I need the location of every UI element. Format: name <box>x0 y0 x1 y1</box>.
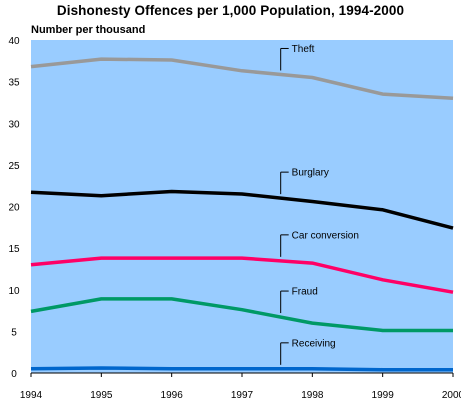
x-tick-label: 2000 <box>442 390 461 401</box>
series-line-theft <box>30 57 454 101</box>
series-line-car-conversion <box>30 256 454 294</box>
series-label-burglary: Burglary <box>292 168 329 179</box>
y-tick-label: 25 <box>8 161 20 172</box>
y-tick-label: 0 <box>11 369 17 380</box>
y-tick-label: 30 <box>8 119 20 130</box>
series-lines <box>30 57 454 372</box>
y-tick-label: 40 <box>8 36 20 47</box>
series-line-fraud <box>30 297 453 333</box>
y-tick-label: 20 <box>8 203 20 214</box>
plot-area <box>31 40 453 373</box>
chart-title: Dishonesty Offences per 1,000 Population… <box>56 3 405 18</box>
x-tick-label: 1994 <box>20 390 43 401</box>
series-labels: Theft Burglary Car conversion Fraud Receivin… <box>280 44 359 365</box>
x-tick-label: 1995 <box>90 390 113 401</box>
y-tick-label: 35 <box>8 78 20 89</box>
series-label-theft: Theft <box>292 44 315 55</box>
y-tick-label: 15 <box>8 244 20 255</box>
y-tick-label: 10 <box>8 286 20 297</box>
x-axis: 1994 1995 1996 1997 1998 1999 2000 <box>20 373 461 401</box>
series-label-fraud: Fraud <box>292 287 318 298</box>
x-tick-label: 1996 <box>161 390 184 401</box>
series-line-burglary <box>30 189 454 230</box>
y-axis-label: Number per thousand <box>31 24 146 36</box>
x-tick-label: 1998 <box>301 390 324 401</box>
x-tick-label: 1997 <box>231 390 254 401</box>
series-label-car-conversion: Car conversion <box>292 230 359 241</box>
series-line-receiving <box>30 366 453 372</box>
x-tick-label: 1999 <box>372 390 395 401</box>
y-tick-label: 5 <box>11 327 17 338</box>
series-label-receiving: Receiving <box>292 338 336 349</box>
y-axis: 0 5 10 15 20 25 30 35 40 <box>8 36 20 380</box>
